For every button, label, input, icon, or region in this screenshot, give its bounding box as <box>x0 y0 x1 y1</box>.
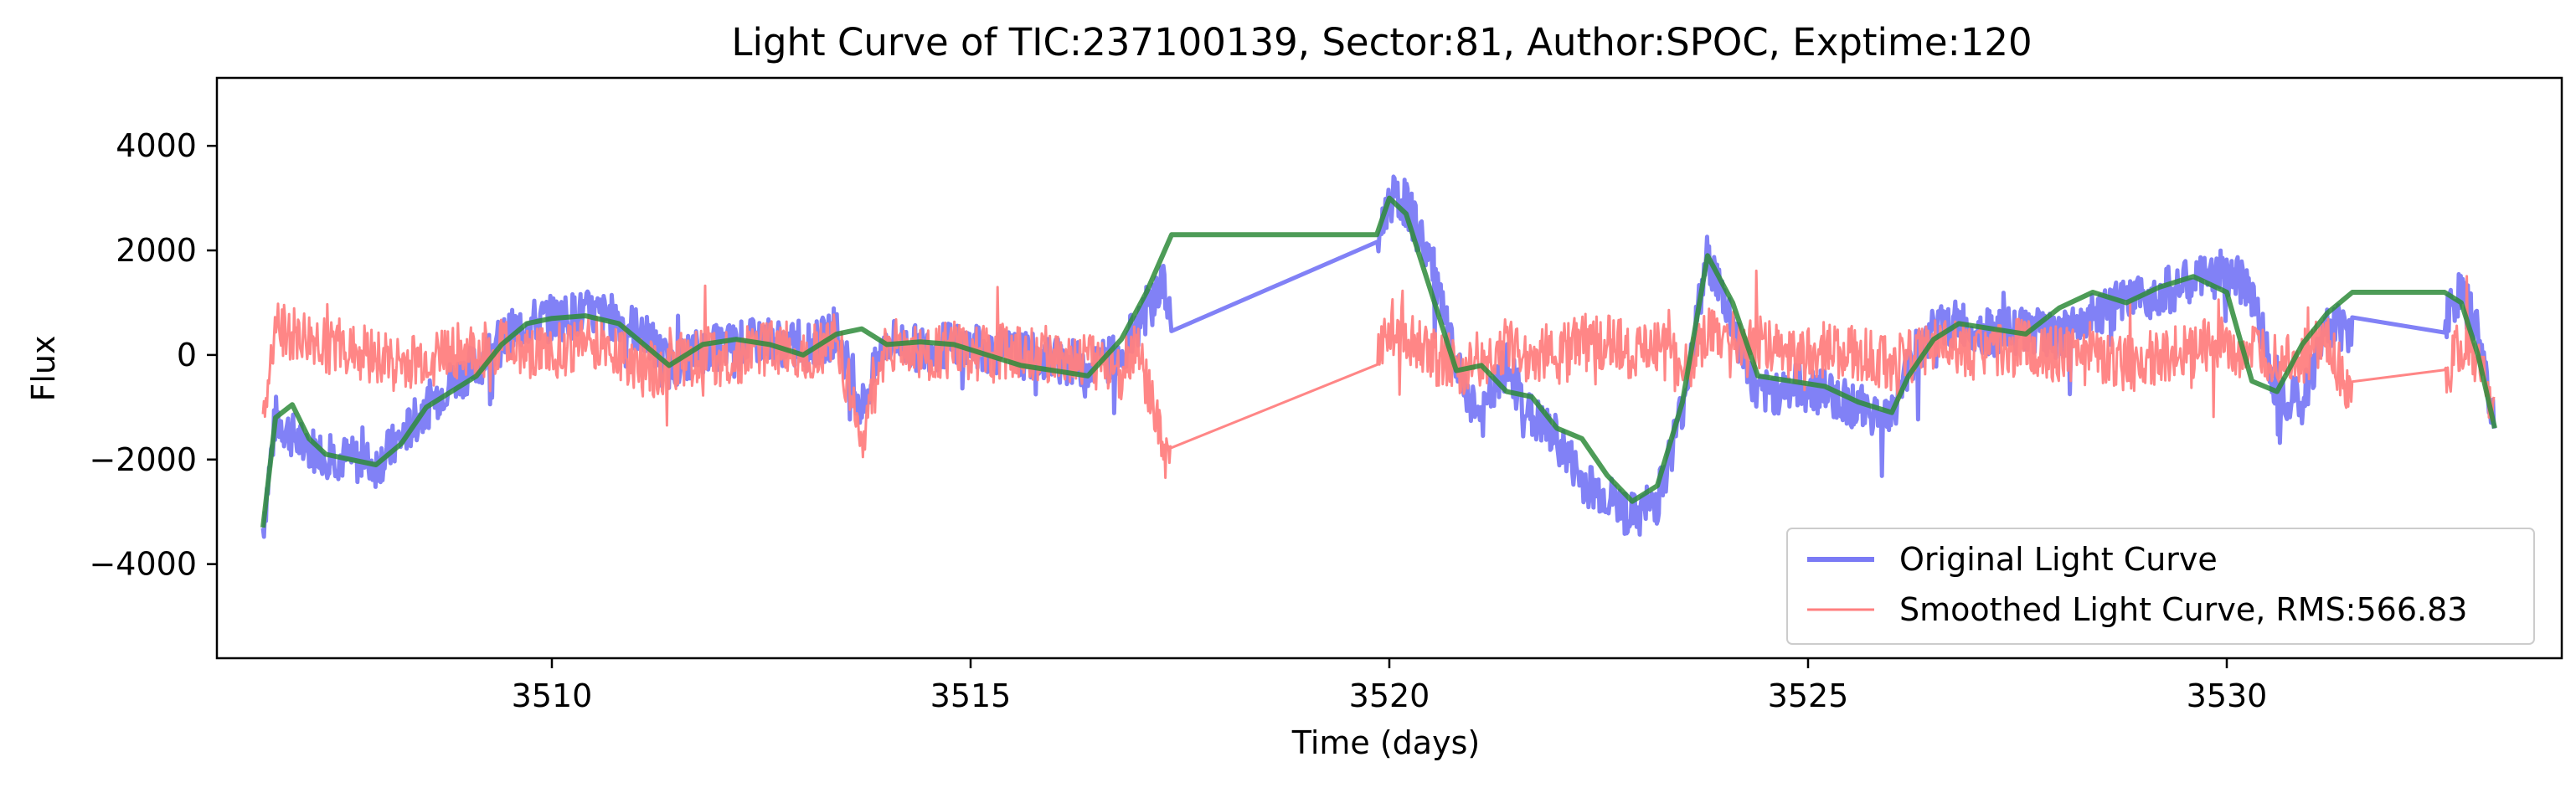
y-tick-label: 0 <box>177 337 197 373</box>
legend-label-original: Original Light Curve <box>1899 541 2218 578</box>
legend-label-smoothed: Smoothed Light Curve, RMS:566.83 <box>1899 591 2467 628</box>
x-tick-label: 3515 <box>930 677 1012 714</box>
y-tick-label: −4000 <box>89 546 197 583</box>
x-tick-label: 3525 <box>1768 677 1849 714</box>
chart-title: Light Curve of TIC:237100139, Sector:81,… <box>731 20 2032 64</box>
y-tick-label: 2000 <box>116 232 197 269</box>
legend: Original Light Curve Smoothed Light Curv… <box>1786 528 2535 645</box>
plot-area <box>260 174 2497 539</box>
y-tick-label: −2000 <box>89 441 197 478</box>
x-tick-label: 3530 <box>2187 677 2268 714</box>
series-smoothed <box>261 269 2496 479</box>
x-axis-label: Time (days) <box>1291 724 1480 761</box>
y-axis-label: Flux <box>25 336 62 402</box>
y-tick-label: 4000 <box>116 127 197 164</box>
y-axis: −4000 −2000 0 2000 4000 <box>89 127 217 583</box>
series-trend <box>260 195 2497 528</box>
x-axis: 3510 3515 3520 3525 3530 <box>512 658 2268 714</box>
x-tick-label: 3510 <box>512 677 593 714</box>
x-tick-label: 3520 <box>1349 677 1430 714</box>
legend-box <box>1786 528 2535 645</box>
